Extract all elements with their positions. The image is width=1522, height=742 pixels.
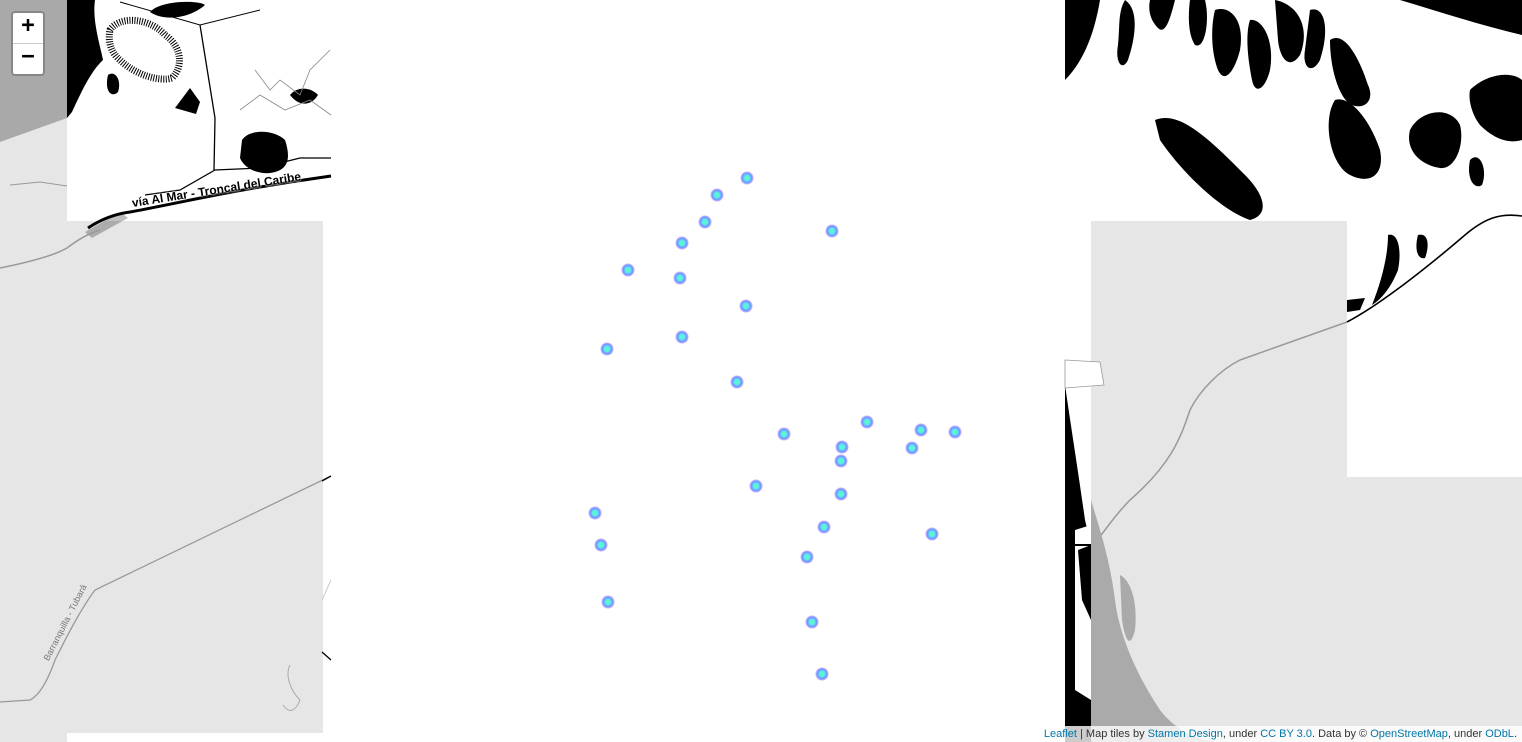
- map-marker[interactable]: [835, 440, 849, 454]
- attribution-text: , under: [1447, 728, 1486, 740]
- map-marker[interactable]: [834, 487, 848, 501]
- map-marker[interactable]: [914, 423, 928, 437]
- map-marker[interactable]: [800, 550, 814, 564]
- map-marker[interactable]: [588, 506, 602, 520]
- zoom-in-button[interactable]: +: [13, 13, 43, 44]
- map-marker[interactable]: [815, 667, 829, 681]
- zoom-out-button[interactable]: −: [13, 44, 43, 74]
- map-marker[interactable]: [777, 427, 791, 441]
- map-marker[interactable]: [925, 527, 939, 541]
- map-marker[interactable]: [675, 236, 689, 250]
- map-marker[interactable]: [817, 520, 831, 534]
- attribution-text: | Map tiles by: [1076, 728, 1148, 740]
- map-tile-gray: [67, 221, 323, 733]
- map-tile-gray: [1091, 221, 1347, 477]
- map-marker[interactable]: [730, 375, 744, 389]
- osm-link[interactable]: OpenStreetMap: [1370, 728, 1448, 740]
- map-marker[interactable]: [860, 415, 874, 429]
- map-marker[interactable]: [739, 299, 753, 313]
- map-marker[interactable]: [805, 615, 819, 629]
- attribution-text: . Data by ©: [1311, 728, 1371, 740]
- map-marker[interactable]: [825, 224, 839, 238]
- zoom-control: + −: [11, 11, 45, 76]
- map-marker[interactable]: [710, 188, 724, 202]
- ccby-link[interactable]: CC BY 3.0: [1260, 728, 1312, 740]
- map-marker[interactable]: [675, 330, 689, 344]
- map-marker[interactable]: [948, 425, 962, 439]
- map-marker[interactable]: [600, 342, 614, 356]
- map-marker[interactable]: [740, 171, 754, 185]
- attribution-text: .: [1513, 728, 1517, 740]
- attribution-bar: Leaflet | Map tiles by Stamen Design, un…: [1038, 726, 1522, 742]
- map-marker[interactable]: [834, 454, 848, 468]
- map-tile-gray: [1091, 477, 1522, 742]
- map-marker[interactable]: [673, 271, 687, 285]
- map-marker[interactable]: [601, 595, 615, 609]
- attribution-text: , under: [1222, 728, 1261, 740]
- map-marker[interactable]: [905, 441, 919, 455]
- leaflet-link[interactable]: Leaflet: [1043, 728, 1077, 740]
- odbl-link[interactable]: ODbL: [1485, 728, 1514, 740]
- map-marker[interactable]: [698, 215, 712, 229]
- map-marker[interactable]: [749, 479, 763, 493]
- stamen-link[interactable]: Stamen Design: [1147, 728, 1223, 740]
- map-marker[interactable]: [621, 263, 635, 277]
- map-marker[interactable]: [594, 538, 608, 552]
